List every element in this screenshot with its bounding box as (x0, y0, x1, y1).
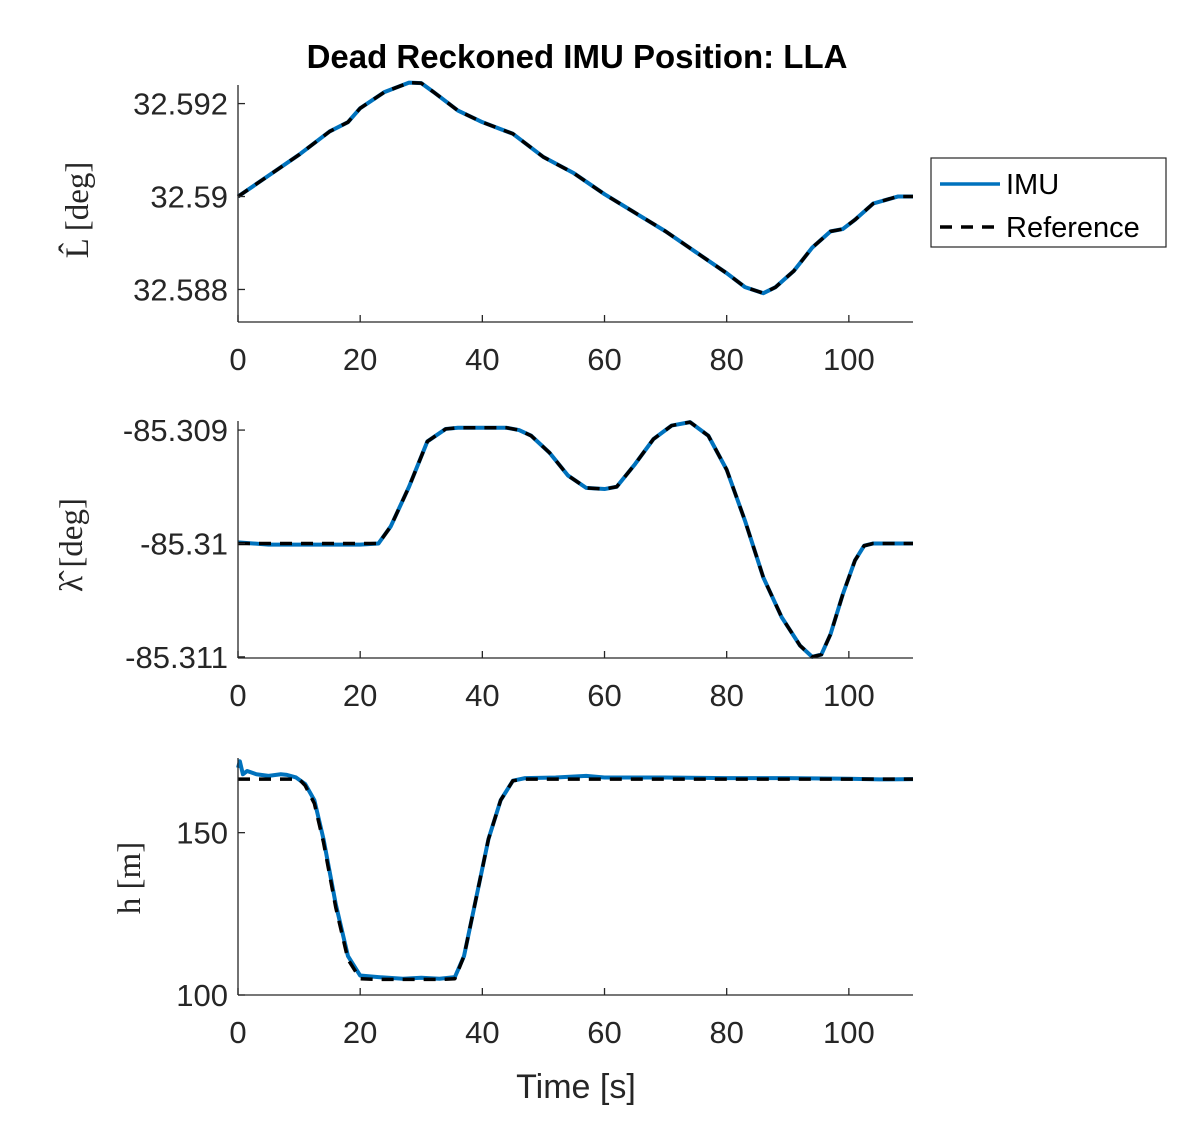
panel-longitude: -85.311 -85.31 -85.309 0 20 40 60 80 100 λ̂ [de… (54, 413, 913, 713)
longitude-x-ticks: 0 20 40 60 80 100 (229, 651, 875, 713)
height-x-tick-label: 80 (709, 1015, 743, 1050)
longitude-x-tick-label: 60 (587, 678, 621, 713)
height-series (236, 759, 914, 982)
longitude-x-tick-label: 40 (465, 678, 499, 713)
latitude-x-tick-label: 80 (709, 342, 743, 377)
height-y-label: h [m] (112, 842, 148, 914)
longitude-y-tick-label: -85.31 (140, 526, 228, 561)
height-reference-line (238, 777, 913, 982)
legend-reference-label: Reference (1006, 212, 1140, 244)
height-x-tick-label: 40 (465, 1015, 499, 1050)
figure-title: Dead Reckoned IMU Position: LLA (307, 38, 848, 75)
longitude-x-tick-label: 20 (343, 678, 377, 713)
longitude-y-label: λ̂ [deg] (54, 498, 90, 592)
height-y-tick-label: 150 (176, 816, 228, 851)
height-x-ticks: 0 20 40 60 80 100 (229, 988, 875, 1050)
latitude-reference-line (237, 80, 913, 295)
latitude-x-tick-label: 40 (465, 342, 499, 377)
height-x-tick-label: 20 (343, 1015, 377, 1050)
x-axis-label: Time [s] (516, 1068, 636, 1106)
height-y-ticks: 100 150 (176, 816, 245, 1013)
latitude-x-tick-label: 0 (229, 342, 246, 377)
legend-box (930, 157, 1167, 248)
longitude-y-tick-label: -85.309 (123, 413, 228, 448)
panel-latitude: 32.588 32.59 32.592 0 20 40 60 80 100 L̂ [deg] (58, 80, 913, 377)
height-imu-line (236, 759, 914, 981)
longitude-x-tick-label: 80 (709, 678, 743, 713)
latitude-x-tick-label: 20 (343, 342, 377, 377)
longitude-x-tick-label: 0 (229, 678, 246, 713)
longitude-y-ticks: -85.311 -85.31 -85.309 (123, 413, 245, 675)
latitude-y-label: L̂ [deg] (58, 162, 96, 259)
latitude-y-tick-label: 32.588 (133, 272, 228, 307)
longitude-series (237, 420, 913, 659)
height-x-tick-label: 0 (229, 1015, 246, 1050)
latitude-x-ticks: 0 20 40 60 80 100 (229, 315, 875, 377)
height-x-tick-label: 60 (587, 1015, 621, 1050)
longitude-x-tick-label: 100 (823, 678, 875, 713)
latitude-y-tick-label: 32.592 (133, 87, 228, 122)
height-y-tick-label: 100 (176, 978, 228, 1013)
longitude-reference-line (238, 420, 913, 659)
legend: IMU Reference (930, 157, 1167, 248)
latitude-y-ticks: 32.588 32.59 32.592 (133, 87, 245, 307)
height-x-tick-label: 100 (823, 1015, 875, 1050)
legend-imu-label: IMU (1006, 169, 1059, 201)
longitude-y-tick-label: -85.311 (125, 640, 228, 675)
latitude-series (236, 80, 913, 296)
panel-height: 100 150 0 20 40 60 80 100 h [m] (112, 758, 914, 1050)
latitude-x-tick-label: 60 (587, 342, 621, 377)
latitude-x-tick-label: 100 (823, 342, 875, 377)
latitude-y-tick-label: 32.59 (150, 180, 228, 215)
